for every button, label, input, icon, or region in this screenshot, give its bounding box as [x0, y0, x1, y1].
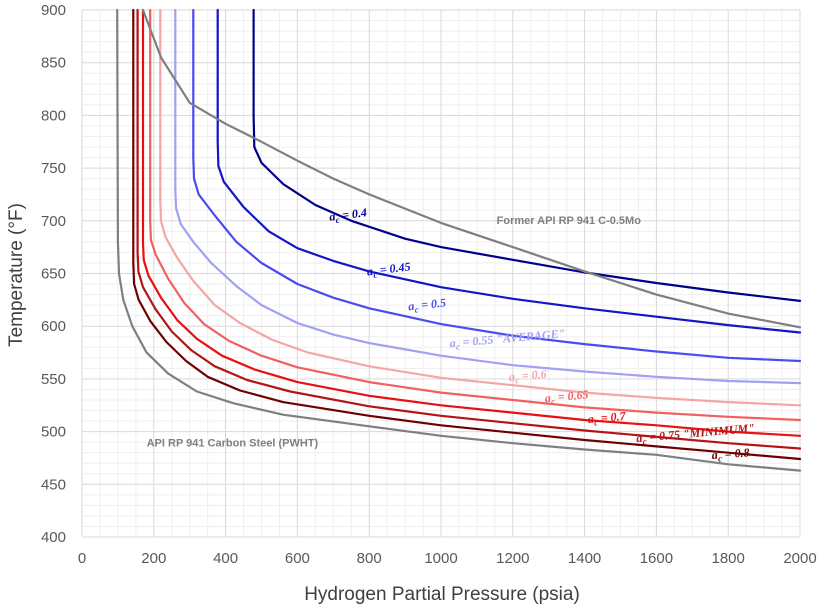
y-tick-label: 500: [41, 424, 66, 441]
series-line-6: [141, 8, 802, 437]
x-tick-label: 600: [285, 550, 310, 567]
x-tick-label: 2000: [783, 550, 816, 567]
series-line-10: [141, 8, 802, 329]
series-line-1: [216, 8, 802, 334]
curve-label-2: ac = 0.5: [408, 295, 447, 315]
x-axis-title: Hydrogen Partial Pressure (psia): [304, 584, 580, 605]
y-tick-label: 450: [41, 476, 66, 493]
series-line-7: [136, 8, 802, 450]
x-tick-label: 800: [357, 550, 382, 567]
curve-label-10: Former API RP 941 C-0.5Mo: [497, 215, 642, 227]
y-tick-label: 550: [41, 371, 66, 388]
x-tick-label: 1200: [496, 550, 529, 567]
y-tick-label: 750: [41, 160, 66, 177]
series-line-2: [192, 8, 802, 363]
series-line-4: [159, 8, 802, 407]
x-tick-label: 200: [141, 550, 166, 567]
y-tick-label: 650: [41, 266, 66, 283]
curve-label-1: ac = 0.45: [366, 259, 411, 280]
y-tick-label: 850: [41, 55, 66, 72]
y-tick-label: 400: [41, 529, 66, 546]
series-line-9: [116, 8, 802, 472]
curve-label-8: ac = 0.8: [711, 445, 750, 464]
y-tick-label: 900: [41, 2, 66, 19]
curve-label-0: ac = 0.4: [328, 205, 368, 225]
series-line-0: [252, 8, 802, 302]
grid-major: [81, 9, 801, 538]
series-line-5: [149, 8, 802, 422]
curve-label-9: API RP 941 Carbon Steel (PWHT): [147, 437, 319, 449]
curve-label-5: ac = 0.65: [544, 387, 589, 407]
y-tick-label: 700: [41, 213, 66, 230]
x-tick-label: 0: [78, 550, 86, 567]
x-tick-label: 1600: [640, 550, 673, 567]
x-tick-label: 1800: [712, 550, 745, 567]
series-line-8: [132, 8, 802, 461]
series-lines: [116, 8, 802, 472]
y-tick-label: 600: [41, 318, 66, 335]
series-line-3: [174, 8, 802, 385]
x-axis-ticks: 0 200 400 600 800 1000 1200 1400 1600 1800 2000: [78, 550, 817, 567]
curve-label-6: ac = 0.7: [587, 409, 627, 428]
y-axis-title: Temperature (°F): [6, 203, 27, 347]
x-tick-label: 1400: [568, 550, 601, 567]
x-tick-label: 1000: [424, 550, 457, 567]
x-tick-label: 400: [213, 550, 238, 567]
y-tick-label: 800: [41, 107, 66, 124]
curve-label-4: ac = 0.6: [508, 367, 547, 386]
y-axis-ticks: 400 450 500 550 600 650 700 750 800 850 900: [41, 2, 66, 546]
